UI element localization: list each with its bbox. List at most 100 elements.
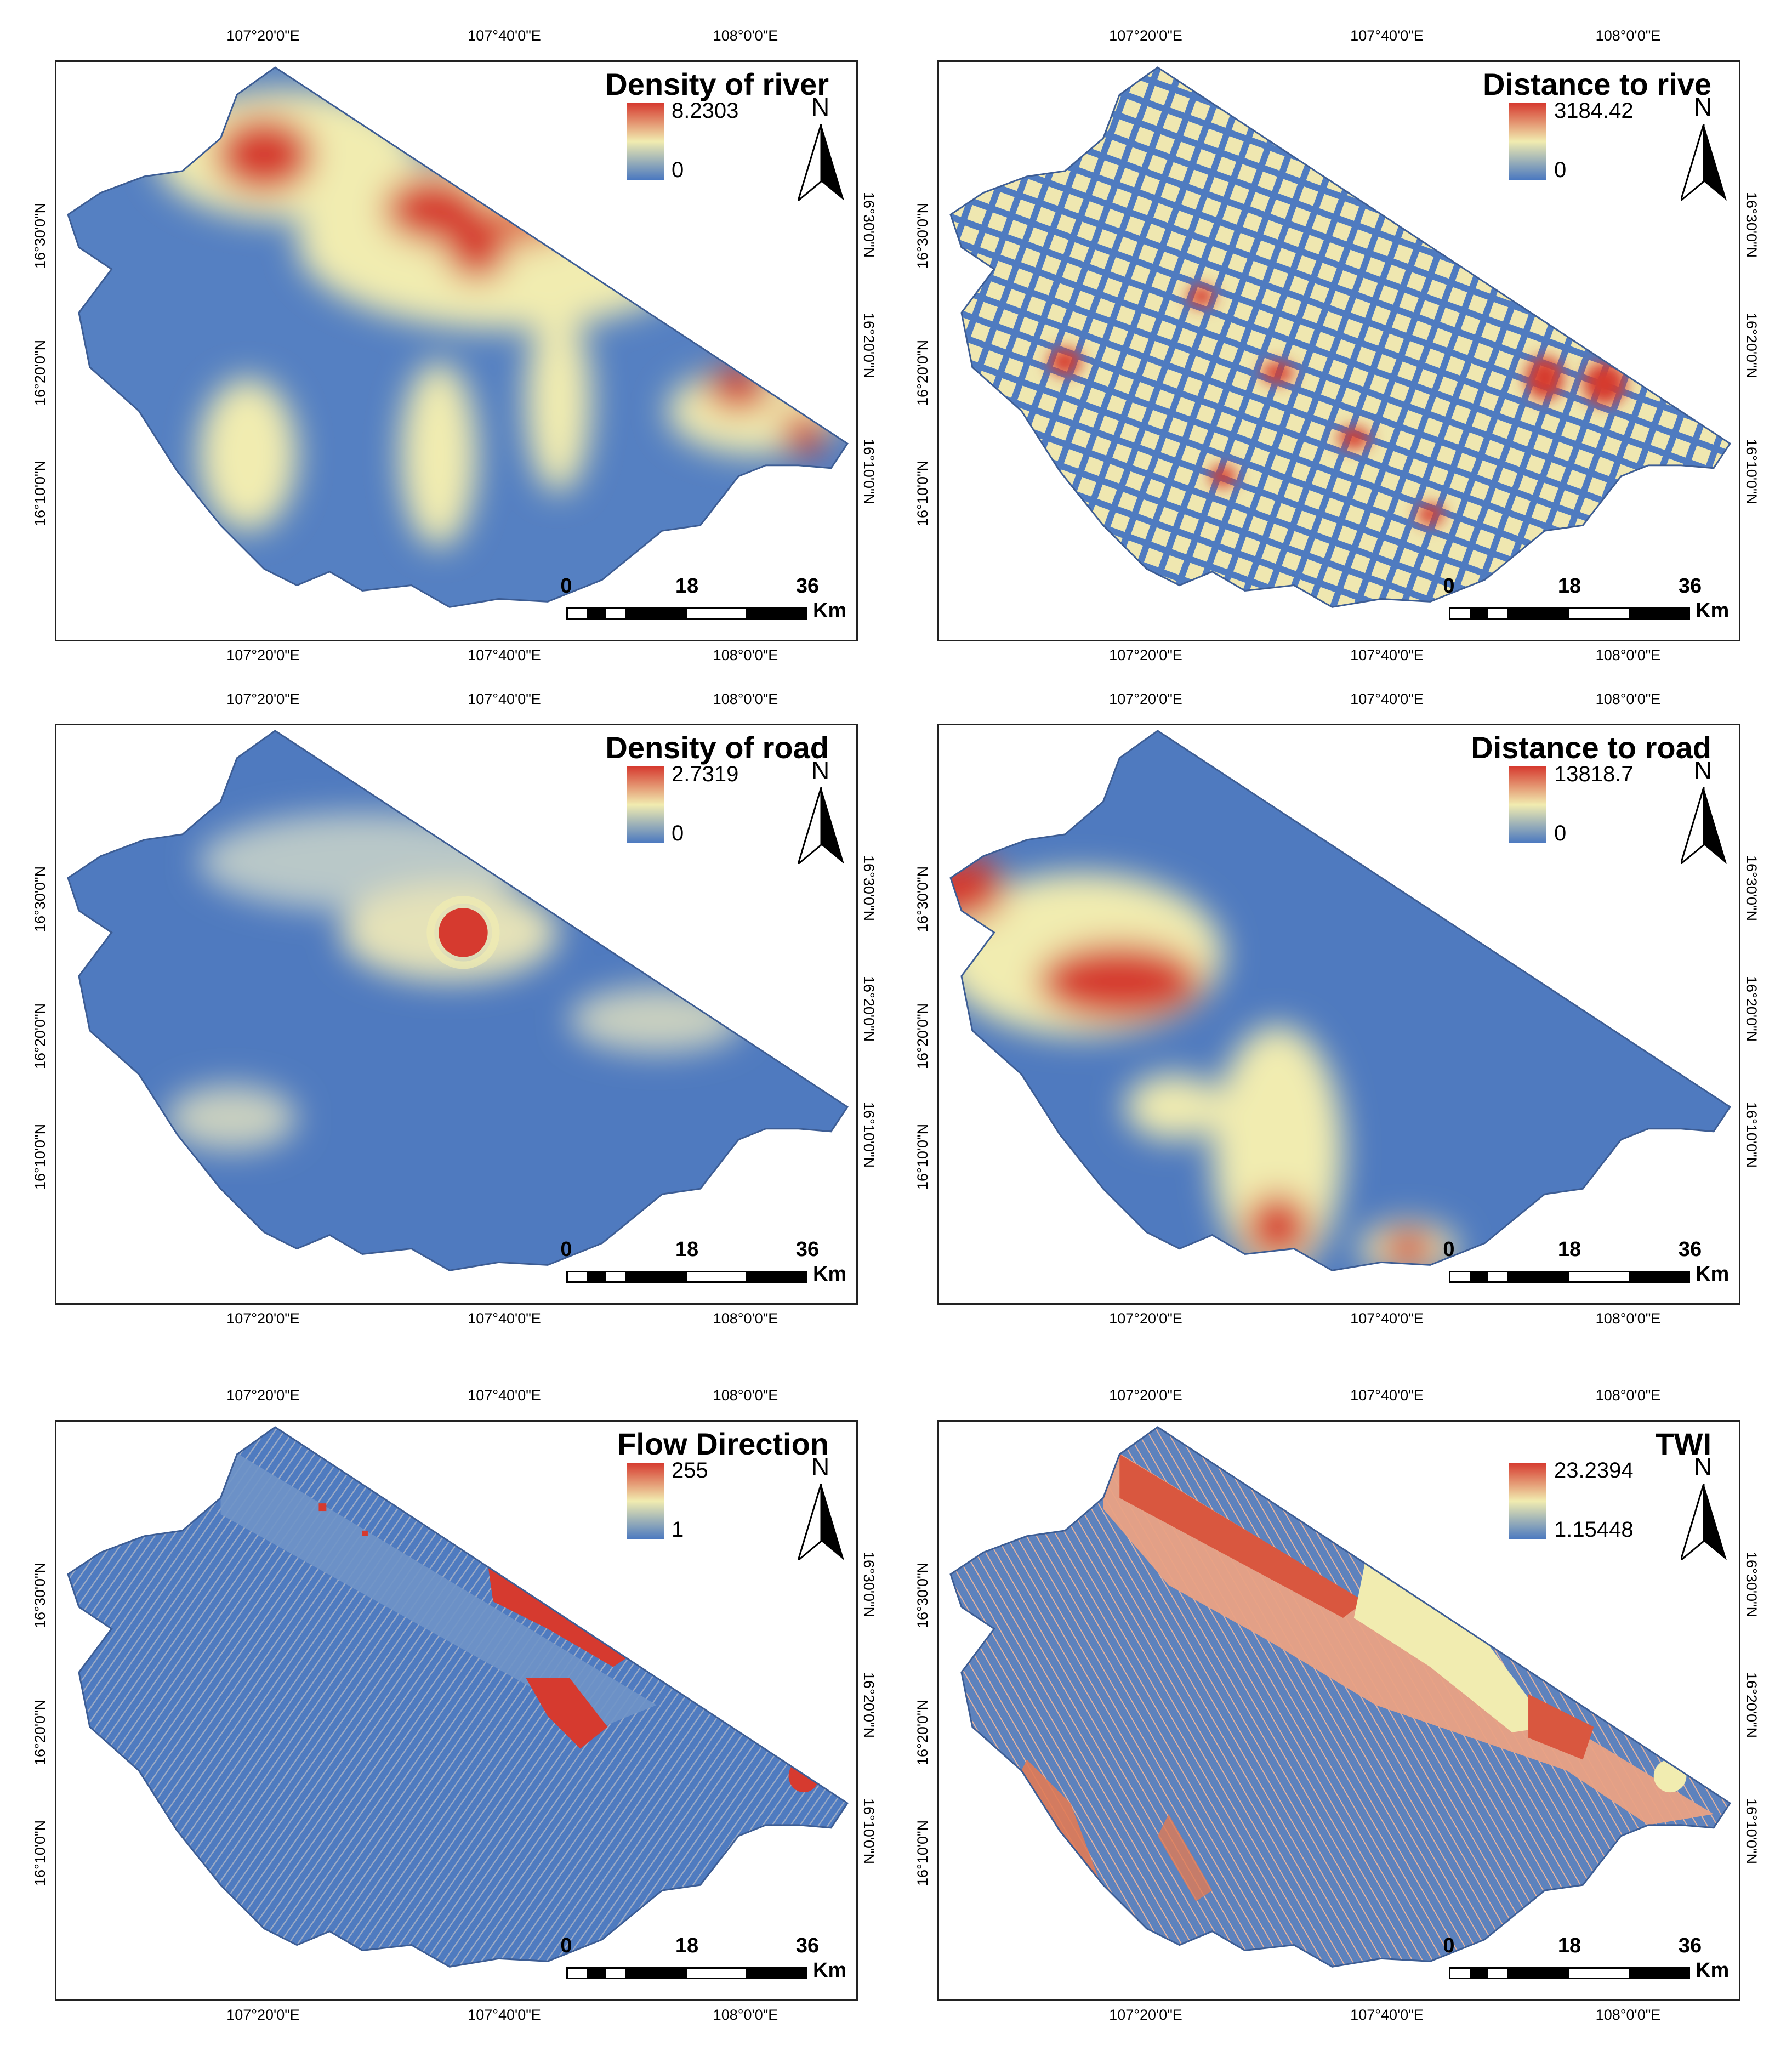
legend-min: 0 bbox=[1554, 821, 1567, 845]
lat-tick-right: 16°30'0"N bbox=[1743, 1552, 1760, 1618]
lat-tick-left: 16°30'0"N bbox=[914, 1562, 931, 1628]
lat-tick-left: 16°10'0"N bbox=[914, 1123, 931, 1190]
map-frame: Distance to road 13818.7 0 N 0 18 36 Km bbox=[937, 724, 1740, 1305]
lat-tick-right: 16°10'0"N bbox=[861, 439, 877, 505]
north-label: N bbox=[1694, 756, 1713, 785]
legend-color-ramp bbox=[627, 103, 664, 180]
lat-tick-left: 16°20'0"N bbox=[914, 1003, 931, 1069]
lon-tick-top: 107°40'0"E bbox=[468, 27, 541, 44]
map-frame: Distance to rive 3184.42 0 N 0 18 36 Km bbox=[937, 60, 1740, 641]
lat-tick-right: 16°30'0"N bbox=[1743, 855, 1760, 922]
panel-distance-road: 107°20'0"E 107°40'0"E 108°0'0"E 107°20'0… bbox=[904, 674, 1760, 1338]
north-arrow-icon bbox=[798, 124, 844, 201]
legend-min: 0 bbox=[1554, 158, 1567, 182]
lon-tick-top: 107°20'0"E bbox=[226, 27, 300, 44]
lat-tick-right: 16°10'0"N bbox=[1743, 1102, 1760, 1168]
north-arrow: N bbox=[1676, 92, 1731, 202]
scale-unit: Km bbox=[813, 599, 847, 622]
scale-bar-graphic bbox=[1449, 607, 1690, 620]
lon-tick-bottom: 108°0'0"E bbox=[1595, 647, 1661, 663]
map-title: Density of road bbox=[605, 730, 829, 765]
lon-tick-bottom: 107°40'0"E bbox=[1350, 1310, 1424, 1327]
map-title: Distance to rive bbox=[1482, 67, 1711, 101]
lon-tick-bottom: 107°40'0"E bbox=[1350, 647, 1424, 663]
legend: 23.2394 1.15448 bbox=[1509, 1458, 1739, 1556]
lon-tick-bottom: 107°40'0"E bbox=[468, 1310, 541, 1327]
scale-label: 18 bbox=[1557, 1238, 1581, 1261]
legend: 3184.42 0 bbox=[1509, 99, 1739, 196]
lon-tick-top: 107°40'0"E bbox=[1350, 691, 1424, 707]
scale-bar-graphic bbox=[1449, 1967, 1690, 1979]
map-title: Density of river bbox=[605, 67, 829, 101]
lat-tick-right: 16°20'0"N bbox=[1743, 976, 1760, 1042]
legend-max: 3184.42 bbox=[1554, 99, 1634, 123]
lon-tick-top: 108°0'0"E bbox=[1595, 1387, 1661, 1404]
lat-tick-right: 16°10'0"N bbox=[861, 1102, 877, 1168]
north-arrow-icon bbox=[1681, 787, 1727, 864]
lon-tick-bottom: 108°0'0"E bbox=[713, 2007, 778, 2023]
scale-label: 36 bbox=[1678, 1238, 1702, 1261]
lat-tick-right: 16°20'0"N bbox=[861, 1672, 877, 1738]
lat-tick-right: 16°10'0"N bbox=[1743, 1798, 1760, 1865]
north-label: N bbox=[1694, 93, 1713, 121]
legend-max: 13818.7 bbox=[1554, 762, 1634, 786]
scale-unit: Km bbox=[1696, 1959, 1730, 1982]
scale-label: 36 bbox=[1678, 1934, 1702, 1957]
lon-tick-top: 108°0'0"E bbox=[1595, 691, 1661, 707]
lat-tick-right: 16°10'0"N bbox=[861, 1798, 877, 1865]
north-arrow-icon bbox=[1681, 1484, 1727, 1560]
lat-tick-left: 16°10'0"N bbox=[32, 1820, 48, 1886]
scale-label: 36 bbox=[1678, 575, 1702, 598]
panel-distance-river: 107°20'0"E 107°40'0"E 108°0'0"E 107°20'0… bbox=[904, 11, 1760, 674]
lat-tick-left: 16°10'0"N bbox=[914, 1820, 931, 1886]
lat-tick-left: 16°20'0"N bbox=[32, 1699, 48, 1765]
scale-unit: Km bbox=[813, 1263, 847, 1286]
legend-max: 255 bbox=[672, 1458, 708, 1482]
legend: 2.7319 0 bbox=[627, 762, 856, 860]
raster-map bbox=[67, 66, 849, 608]
raster-map bbox=[949, 730, 1731, 1271]
lon-tick-top: 107°40'0"E bbox=[468, 691, 541, 707]
scale-bar: 0 18 36 Km bbox=[560, 1934, 851, 1995]
lon-tick-bottom: 107°40'0"E bbox=[1350, 2007, 1424, 2023]
lon-tick-top: 108°0'0"E bbox=[713, 27, 778, 44]
lat-tick-left: 16°20'0"N bbox=[32, 1003, 48, 1069]
scale-label: 36 bbox=[795, 575, 820, 598]
map-title: Distance to road bbox=[1471, 730, 1711, 765]
lat-tick-right: 16°30'0"N bbox=[1743, 192, 1760, 258]
lon-tick-bottom: 108°0'0"E bbox=[1595, 1310, 1661, 1327]
lon-tick-top: 107°20'0"E bbox=[226, 691, 300, 707]
lon-tick-top: 107°20'0"E bbox=[226, 1387, 300, 1404]
legend-color-ramp bbox=[1509, 766, 1546, 843]
map-frame: Density of road 2.7319 0 N 0 18 36 Km bbox=[55, 724, 858, 1305]
scale-bar: 0 18 36 Km bbox=[560, 1238, 851, 1298]
lat-tick-right: 16°30'0"N bbox=[861, 1552, 877, 1618]
lat-tick-left: 16°30'0"N bbox=[914, 202, 931, 269]
legend: 255 1 bbox=[627, 1458, 856, 1556]
scale-label: 0 bbox=[560, 1238, 572, 1261]
lat-tick-right: 16°20'0"N bbox=[1743, 313, 1760, 379]
lon-tick-top: 108°0'0"E bbox=[1595, 27, 1661, 44]
map-frame: Density of river 8.2303 0 N 0 18 36 Km bbox=[55, 60, 858, 641]
scale-label: 36 bbox=[795, 1238, 820, 1261]
scale-bar: 0 18 36 Km bbox=[1443, 575, 1734, 635]
scale-unit: Km bbox=[1696, 1263, 1730, 1286]
lat-tick-right: 16°20'0"N bbox=[861, 313, 877, 379]
scale-label: 0 bbox=[1443, 575, 1455, 598]
north-label: N bbox=[811, 93, 830, 121]
north-arrow: N bbox=[1676, 755, 1731, 865]
lon-tick-bottom: 108°0'0"E bbox=[1595, 2007, 1661, 2023]
scale-bar-graphic bbox=[566, 1967, 807, 1979]
map-frame: TWI 23.2394 1.15448 N 0 18 36 Km bbox=[937, 1420, 1740, 2001]
lat-tick-left: 16°10'0"N bbox=[32, 1123, 48, 1190]
north-arrow-icon bbox=[798, 1484, 844, 1560]
scale-label: 18 bbox=[1557, 1934, 1581, 1957]
legend-color-ramp bbox=[627, 1463, 664, 1539]
lon-tick-top: 107°40'0"E bbox=[1350, 27, 1424, 44]
lon-tick-top: 107°20'0"E bbox=[1109, 691, 1182, 707]
scale-bar-graphic bbox=[566, 607, 807, 620]
scale-label: 0 bbox=[1443, 1238, 1455, 1261]
north-arrow: N bbox=[794, 92, 849, 202]
legend: 13818.7 0 bbox=[1509, 762, 1739, 860]
panel-flow-direction: 107°20'0"E 107°40'0"E 108°0'0"E 107°20'0… bbox=[22, 1371, 877, 2034]
